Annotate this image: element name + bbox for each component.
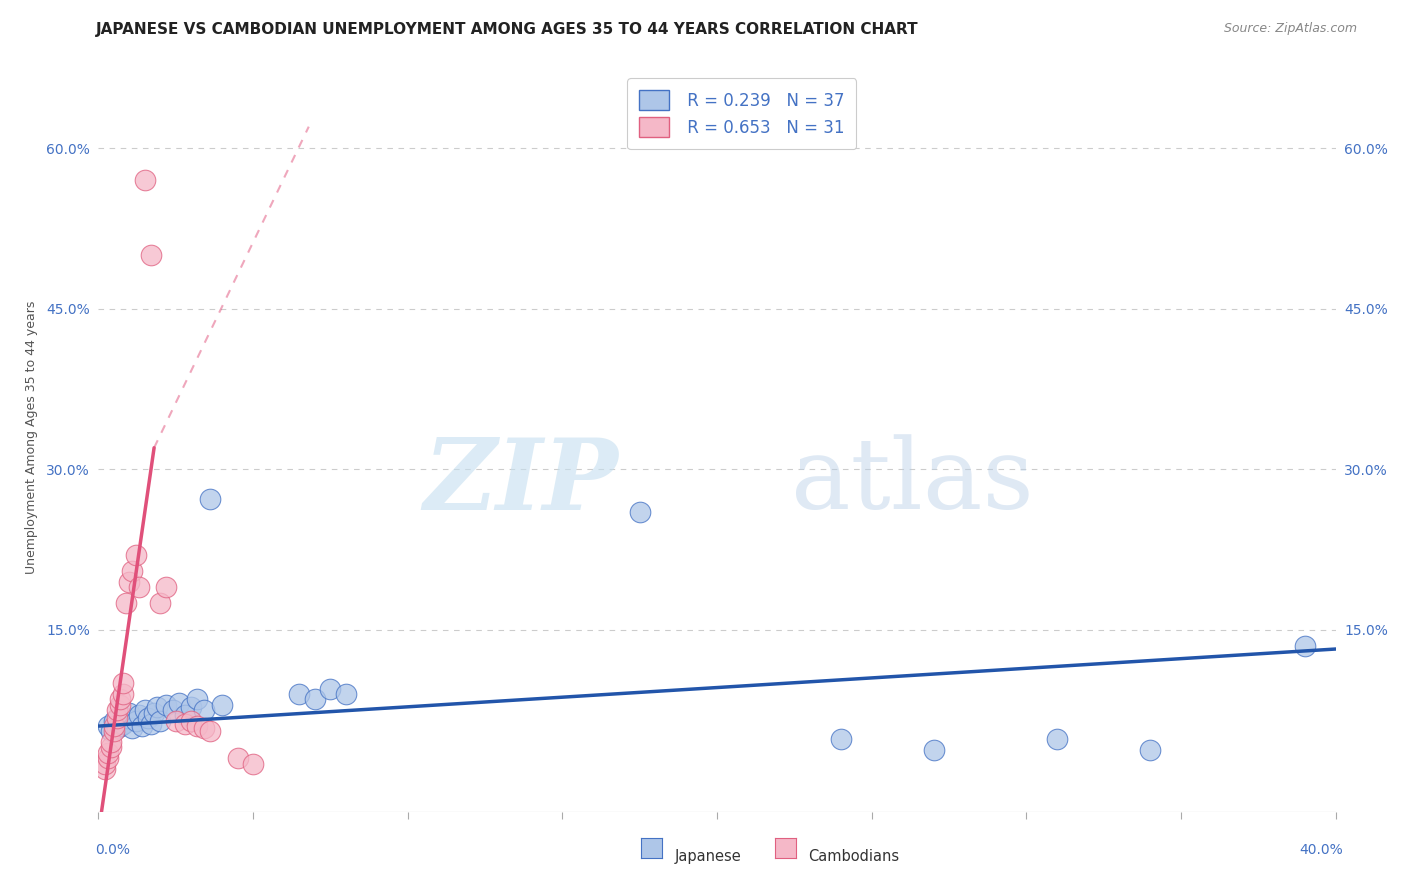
Point [830,731,852,746]
Legend:  R = 0.239   N = 37,  R = 0.653   N = 31: R = 0.239 N = 37, R = 0.653 N = 31 [627,78,856,149]
Text: atlas: atlas [792,434,1033,530]
Point [1139,742,1161,756]
Point [128,708,150,723]
Point [93,756,115,771]
Text: Cambodians: Cambodians [808,849,900,864]
Point [335,687,357,701]
Point [134,173,156,187]
Point [288,687,311,701]
Text: ZIP: ZIP [423,434,619,530]
Point [186,692,208,706]
Point [93,762,115,776]
Text: Japanese: Japanese [675,849,741,864]
Point [162,703,184,717]
Point [155,580,177,594]
Point [139,717,162,731]
Point [174,708,197,723]
Point [121,564,143,578]
Point [149,596,172,610]
Point [124,714,146,728]
Point [105,721,128,735]
Point [155,698,177,712]
Point [103,714,125,728]
Point [97,746,120,760]
Point [1046,731,1069,746]
Point [628,505,651,519]
Point [100,724,122,739]
Point [131,719,153,733]
Point [193,703,215,717]
Point [115,710,138,724]
Point [112,717,135,731]
Point [108,692,131,706]
Point [112,687,135,701]
Point [97,751,120,765]
Point [319,681,342,696]
Point [211,698,233,712]
Point [115,596,138,610]
Text: JAPANESE VS CAMBODIAN UNEMPLOYMENT AMONG AGES 35 TO 44 YEARS CORRELATION CHART: JAPANESE VS CAMBODIAN UNEMPLOYMENT AMONG… [96,22,918,37]
Y-axis label: Unemployment Among Ages 35 to 44 years: Unemployment Among Ages 35 to 44 years [25,301,38,574]
Point [198,492,221,507]
Text: 40.0%: 40.0% [1299,843,1343,857]
Point [165,714,187,728]
Point [186,719,208,733]
Point [118,574,141,589]
Point [1294,639,1316,653]
Point [174,717,197,731]
Point [198,724,221,739]
Point [108,698,131,712]
Point [118,706,141,721]
Point [146,699,169,714]
Point [242,756,264,771]
Point [100,735,122,749]
Point [128,580,150,594]
Point [100,740,122,755]
Point [922,742,945,756]
Point [124,548,146,562]
Point [136,710,159,724]
Point [103,724,125,739]
Point [97,719,120,733]
Point [193,721,215,735]
Point [304,692,326,706]
Point [139,248,162,262]
Point [226,751,249,765]
Point [167,696,190,710]
Point [180,714,202,728]
Point [134,703,156,717]
Point [121,721,143,735]
Text: 0.0%: 0.0% [96,843,131,857]
Text: Source: ZipAtlas.com: Source: ZipAtlas.com [1223,22,1357,36]
Point [180,699,202,714]
Point [105,710,128,724]
Point [112,676,135,690]
Point [143,706,166,721]
Point [149,714,172,728]
Point [103,719,125,733]
Point [108,719,131,733]
Point [105,703,128,717]
